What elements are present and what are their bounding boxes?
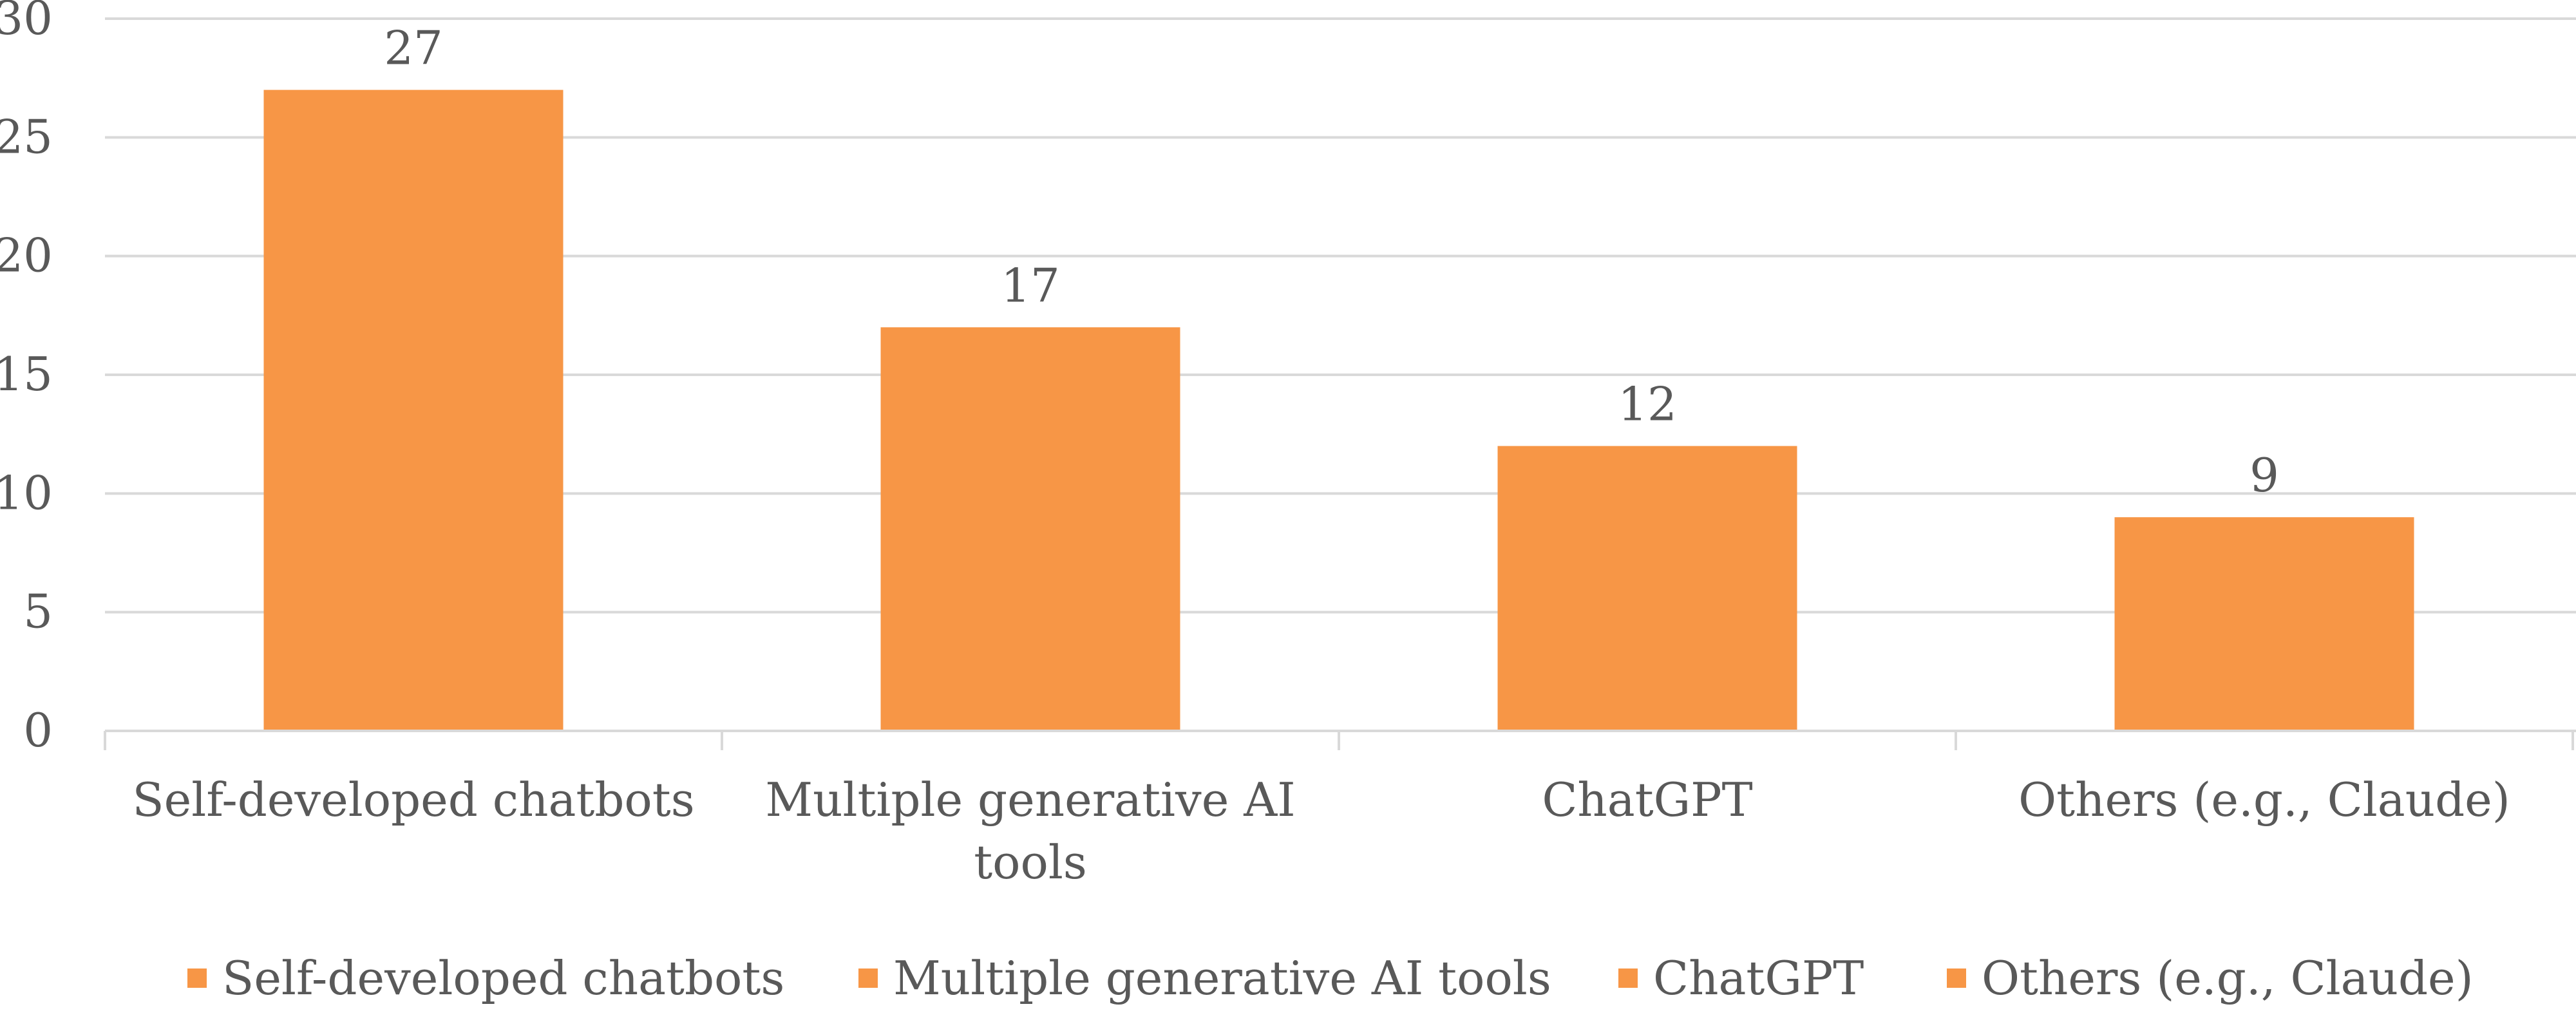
y-tick-label: 0 — [23, 703, 53, 757]
y-tick-label: 25 — [0, 109, 53, 164]
data-labels: 27 17 12 9 — [384, 21, 2279, 503]
legend-swatch — [1947, 968, 1966, 988]
x-axis-category-labels: Self-developed chatbots Multiple generati… — [132, 773, 2510, 889]
data-label: 12 — [1618, 377, 1677, 431]
x-category-label: Others (e.g., Claude) — [2018, 773, 2510, 827]
legend-label: Self-developed chatbots — [222, 951, 784, 1005]
x-category-label: tools — [974, 835, 1087, 889]
x-category-label: Multiple generative AI — [765, 773, 1295, 827]
legend-swatch — [187, 968, 207, 988]
bar — [880, 327, 1180, 731]
legend-label: ChatGPT — [1653, 951, 1864, 1005]
legend-label: Others (e.g., Claude) — [1982, 951, 2474, 1005]
bar — [1497, 446, 1797, 731]
x-axis — [104, 730, 2576, 750]
bar — [263, 90, 564, 732]
legend-swatch — [1618, 968, 1638, 988]
legend-label: Multiple generative AI tools — [893, 951, 1551, 1005]
x-category-label: ChatGPT — [1542, 773, 1752, 827]
legend-swatch — [858, 968, 878, 988]
bar — [2114, 517, 2414, 731]
bars — [263, 90, 2414, 732]
y-tick-label: 20 — [0, 229, 53, 283]
data-label: 9 — [2249, 448, 2279, 502]
y-tick-label: 10 — [0, 466, 53, 520]
data-label: 27 — [384, 21, 443, 75]
y-tick-label: 30 — [0, 0, 53, 45]
y-tick-label: 15 — [0, 347, 53, 401]
y-axis-tick-labels: 0 5 10 15 20 25 30 — [0, 0, 53, 757]
x-category-label: Self-developed chatbots — [132, 773, 694, 827]
data-label: 17 — [1001, 258, 1060, 312]
legend: Self-developed chatbots Multiple generati… — [187, 951, 2474, 1005]
y-tick-label: 5 — [23, 585, 53, 639]
